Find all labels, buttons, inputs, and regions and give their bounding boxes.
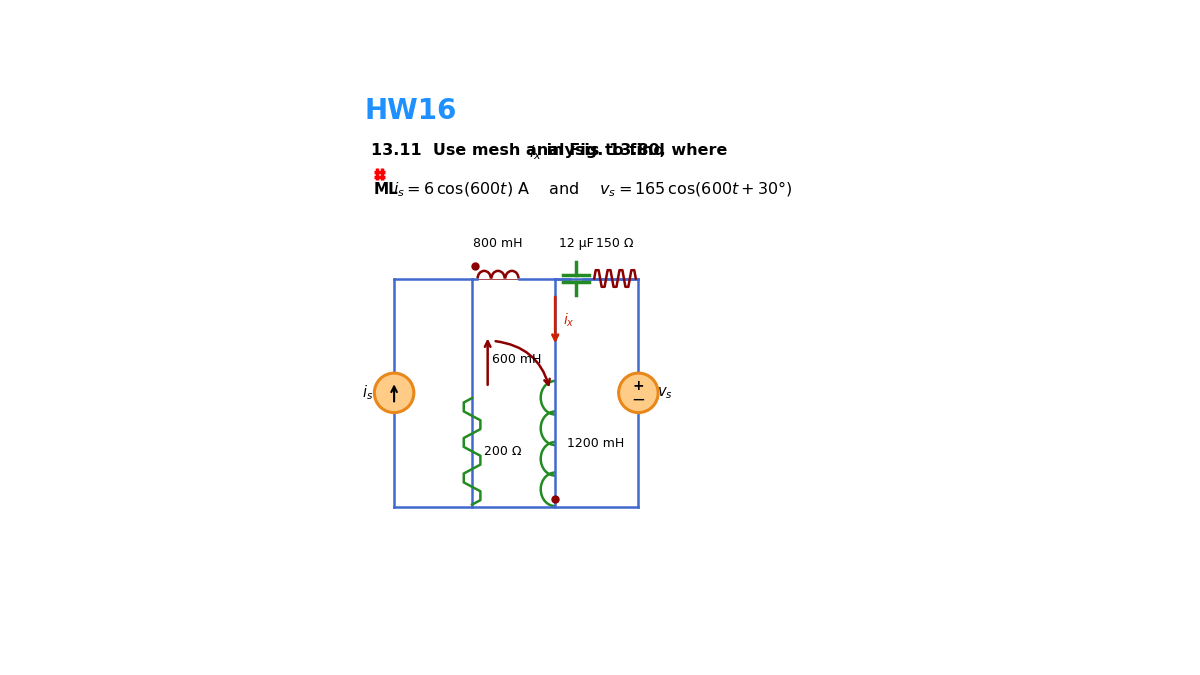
Text: $i_s$: $i_s$ [362,383,373,402]
Text: 600 mH: 600 mH [492,352,541,366]
Circle shape [374,373,414,412]
Text: 12 µF: 12 µF [559,237,593,250]
Text: in Fig. 13.80, where: in Fig. 13.80, where [541,143,727,159]
Text: −: − [631,391,646,409]
Text: HW16: HW16 [365,97,457,125]
Text: ML: ML [374,182,398,197]
Text: $v_s$: $v_s$ [656,385,672,401]
Text: +: + [632,379,644,393]
Text: 13.11  Use mesh analysis to find: 13.11 Use mesh analysis to find [371,143,671,159]
Text: $i_s = 6\,\cos(600t)$ A    and    $v_s = 165\,\cos(600t + 30°)$: $i_s = 6\,\cos(600t)$ A and $v_s = 165\,… [392,180,792,199]
Text: 1200 mH: 1200 mH [566,437,624,450]
Text: $i_x$: $i_x$ [529,143,542,162]
Text: 200 Ω: 200 Ω [484,445,521,458]
Text: $i_x$: $i_x$ [563,311,575,329]
Circle shape [619,373,658,412]
Text: 150 Ω: 150 Ω [596,237,634,250]
Text: 800 mH: 800 mH [473,237,523,250]
